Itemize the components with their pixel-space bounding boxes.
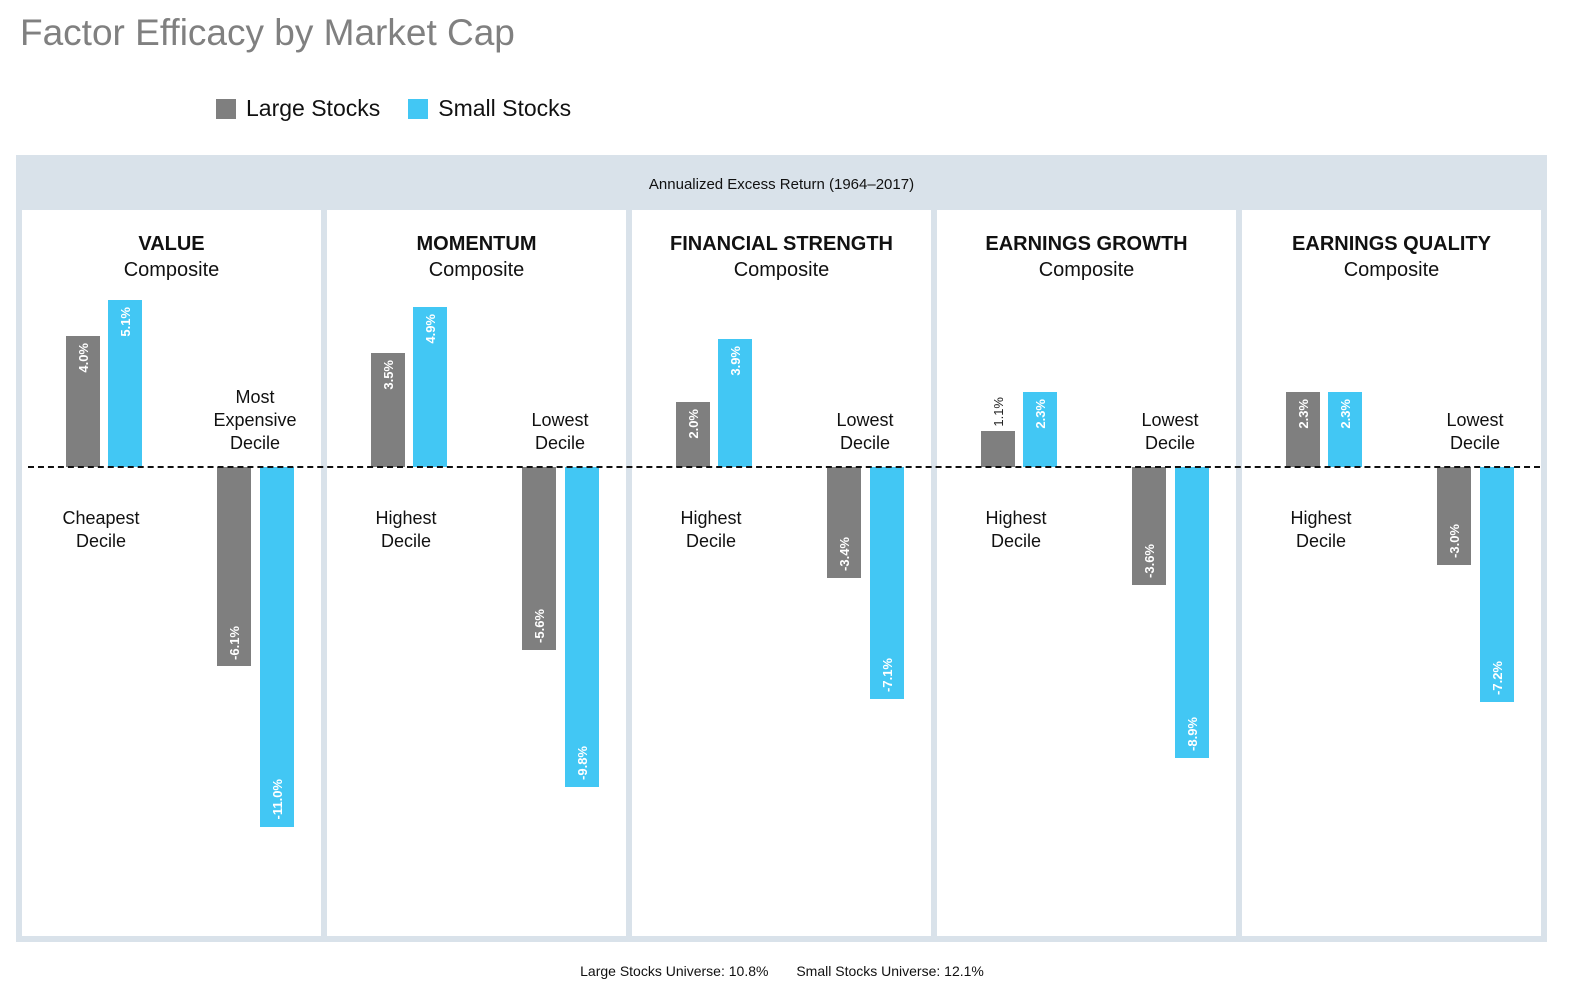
bar-top-small: [413, 306, 447, 467]
panel-momentum: MOMENTUM Composite Highest Decile Lowest De…: [327, 210, 626, 936]
panel-financial-strength: FINANCIAL STRENGTH Composite Highest Decil…: [632, 210, 931, 936]
zero-line: [28, 466, 1540, 468]
group-label-bottom-decile: Most Expensive Decile: [213, 387, 297, 453]
panel-title: MOMENTUM: [416, 233, 537, 255]
bar-value-label: -5.6%: [522, 599, 556, 643]
bar-value-label: 4.9%: [413, 314, 447, 344]
bar-value-text: 1.1%: [990, 397, 1006, 428]
bar-value-text: -11.0%: [269, 779, 285, 820]
bar-top-small: [1023, 391, 1057, 467]
group-label-top-decile: Cheapest Decile: [62, 508, 140, 551]
footer-small-universe: Small Stocks Universe: 12.1%: [796, 963, 984, 979]
bar-value-text: 2.3%: [1337, 398, 1353, 429]
panel-subtitle: Composite: [1343, 259, 1440, 281]
bar-value-label: 2.3%: [1023, 399, 1057, 429]
group-label-top-decile: Highest Decile: [375, 508, 437, 551]
group-label-top-decile: Highest Decile: [680, 508, 742, 551]
bar-value-text: -3.0%: [1446, 524, 1462, 559]
panel-subtitle: Composite: [1038, 259, 1135, 281]
bar-value-label: -3.0%: [1437, 514, 1471, 558]
bar-value-text: 2.3%: [1295, 398, 1311, 429]
panel-subtitle: Composite: [733, 259, 830, 281]
bar-value-label: 2.3%: [1328, 399, 1362, 429]
bar-bottom-small: [565, 467, 599, 788]
bar-bottom-large: [827, 467, 861, 579]
bar-bottom-small: [1175, 467, 1209, 759]
bar-value-text: -7.2%: [1489, 661, 1505, 696]
bar-value-label: -7.1%: [870, 648, 904, 692]
bar-value-text: -3.6%: [1141, 543, 1157, 578]
bar-value-text: 4.0%: [75, 343, 91, 373]
bar-bottom-large: [1132, 467, 1166, 585]
group-label-bottom-decile: Lowest Decile: [531, 410, 589, 453]
bar-value-label: -3.6%: [1132, 534, 1166, 578]
bar-value-label: -11.0%: [260, 776, 294, 820]
footer-large-universe: Large Stocks Universe: 10.8%: [580, 963, 769, 979]
panel-title: EARNINGS GROWTH: [985, 233, 1188, 255]
bar-top-small: [718, 339, 752, 467]
group-label-bottom-decile: Lowest Decile: [1446, 410, 1504, 453]
panel-title: VALUE: [138, 233, 205, 255]
chart-subtitle: Annualized Excess Return (1964–2017): [648, 176, 915, 193]
legend-swatch-small: [408, 98, 429, 119]
bar-value-text: -7.1%: [879, 658, 895, 693]
bar-top-large: [1286, 391, 1320, 467]
bar-top-large: [66, 336, 100, 467]
bar-top-small: [108, 300, 142, 467]
panel-value: VALUE Composite Cheapest Decile Most Expens…: [22, 210, 321, 936]
bar-value-label: -9.8%: [565, 736, 599, 780]
group-label-top-decile: Highest Decile: [985, 508, 1047, 551]
bar-bottom-large: [217, 467, 251, 667]
bar-top-large: [676, 401, 710, 467]
bar-bottom-large: [522, 467, 556, 651]
panel-subtitle: Composite: [428, 259, 525, 281]
bar-value-label: -8.9%: [1175, 707, 1209, 751]
bar-value-label: -3.4%: [827, 527, 861, 571]
bar-value-text: -6.1%: [226, 625, 242, 660]
bar-value-text: 2.3%: [1032, 398, 1048, 429]
bar-top-large: [371, 352, 405, 467]
legend-swatch-large: [216, 98, 236, 119]
bar-bottom-small: [870, 467, 904, 700]
panel-title: EARNINGS QUALITY: [1292, 233, 1491, 255]
bar-value-text: -5.6%: [531, 609, 547, 644]
bar-value-label: -7.2%: [1480, 651, 1514, 695]
bar-value-text: 3.9%: [727, 346, 743, 377]
bar-value-label: 2.3%: [1286, 399, 1320, 429]
chart-title: Factor Efficacy by Market Cap: [20, 12, 515, 53]
footer: Large Stocks Universe: 10.8% Small Stock…: [0, 963, 1564, 979]
bar-value-label: 5.1%: [108, 307, 142, 337]
panel-subtitle: Composite: [123, 259, 220, 281]
bar-value-text: 2.0%: [685, 408, 701, 439]
legend-label-small: Small Stocks: [438, 95, 572, 121]
bar-value-label: -6.1%: [217, 615, 251, 660]
legend-item-small: Small Stocks: [408, 95, 571, 122]
bar-value-label: 3.5%: [371, 360, 405, 390]
bar-bottom-small: [260, 467, 294, 827]
panel-title: FINANCIAL STRENGTH: [670, 233, 893, 255]
legend: Large Stocks Small Stocks: [216, 95, 599, 122]
bar-value-text: 4.9%: [422, 313, 438, 344]
panel-earnings-growth: EARNINGS GROWTH Composite Highest Decile Lo…: [937, 210, 1236, 936]
bar-value-text: 3.5%: [380, 359, 396, 390]
panel-earnings-quality: EARNINGS QUALITY Composite Highest Decile L…: [1242, 210, 1541, 936]
bar-value-text: 5.1%: [117, 307, 133, 337]
bar-value-label: 2.0%: [676, 409, 710, 439]
group-label-top-decile: Highest Decile: [1290, 508, 1352, 551]
bar-value-label: 4.0%: [66, 343, 100, 373]
bar-value-label: 3.9%: [718, 346, 752, 376]
bar-bottom-small: [1480, 467, 1514, 703]
legend-label-large: Large Stocks: [246, 95, 381, 121]
group-label-bottom-decile: Lowest Decile: [1141, 410, 1199, 453]
bar-value-text: -9.8%: [574, 746, 590, 781]
group-label-bottom-decile: Lowest Decile: [836, 410, 894, 453]
bar-value-label: 1.1%: [981, 397, 1015, 427]
bar-bottom-large: [1437, 467, 1471, 566]
bar-top-small: [1328, 391, 1362, 467]
bar-value-text: -3.4%: [836, 537, 852, 572]
bar-value-text: -8.9%: [1184, 717, 1200, 752]
legend-item-large: Large Stocks: [216, 95, 380, 122]
bar-top-large: [981, 431, 1015, 467]
